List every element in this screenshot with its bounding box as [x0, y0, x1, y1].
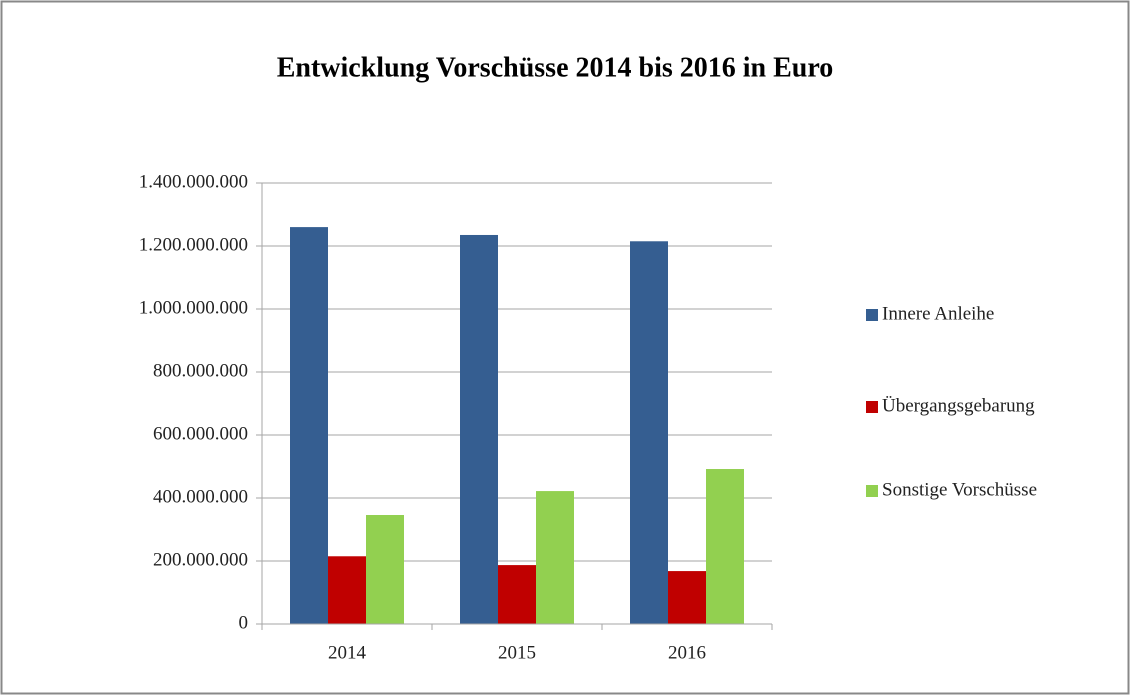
bar — [460, 234, 498, 624]
y-tick-label: 1.400.000.000 — [139, 171, 248, 192]
x-tick-label: 2015 — [498, 642, 536, 663]
y-tick-label: 400.000.000 — [153, 486, 248, 507]
bar — [290, 227, 328, 624]
x-tick-label: 2016 — [668, 642, 706, 663]
bar — [366, 515, 404, 624]
legend-swatch — [866, 485, 878, 497]
y-tick-label: 600.000.000 — [153, 423, 248, 444]
legend-label: Übergangsgebarung — [882, 395, 1035, 416]
legend-label: Innere Anleihe — [882, 303, 994, 324]
y-tick-label: 1.000.000.000 — [139, 297, 248, 318]
legend-swatch — [866, 309, 878, 321]
bar — [498, 565, 536, 624]
bar — [668, 571, 706, 624]
legend-label: Sonstige Vorschüsse — [882, 479, 1037, 500]
bar — [536, 491, 574, 624]
x-tick-label: 2014 — [328, 642, 367, 663]
y-tick-label: 800.000.000 — [153, 360, 248, 381]
y-tick-label: 200.000.000 — [153, 549, 248, 570]
bar — [328, 556, 366, 624]
y-tick-label: 1.200.000.000 — [139, 234, 248, 255]
bar — [630, 241, 668, 624]
bar — [706, 469, 744, 624]
y-tick-label: 0 — [239, 612, 249, 633]
chart-title: Entwicklung Vorschüsse 2014 bis 2016 in … — [277, 52, 834, 83]
legend-swatch — [866, 401, 878, 413]
